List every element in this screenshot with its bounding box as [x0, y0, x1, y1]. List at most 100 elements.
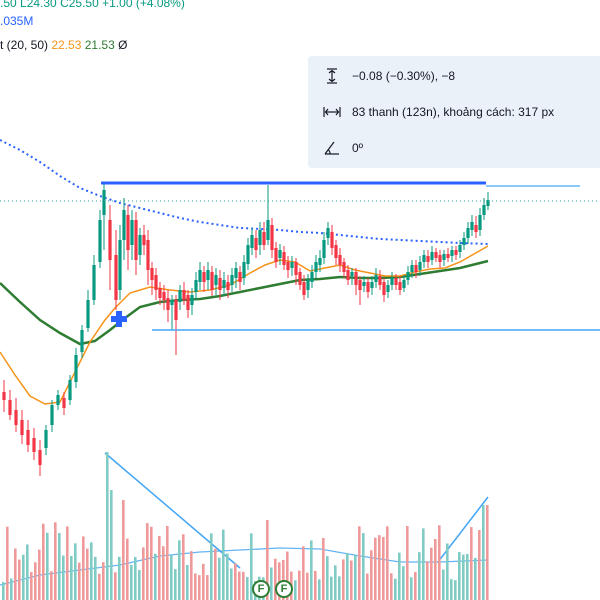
volume-bar: [374, 537, 377, 600]
ma-legend[interactable]: t (20, 50) 22.53 21.53 Ø: [0, 38, 127, 52]
volume-bar: [178, 540, 181, 600]
volume-bar: [318, 579, 321, 600]
volume-bar: [114, 572, 117, 600]
volume-bar: [342, 559, 345, 600]
earnings-badge[interactable]: F: [275, 580, 293, 598]
ma-hidden-icon[interactable]: Ø: [118, 38, 128, 52]
measure-price-row: −0.08 (−0.30%), −8: [322, 66, 455, 86]
volume-bar: [10, 578, 13, 600]
volume-bar: [206, 575, 209, 600]
candle-body: [406, 272, 410, 280]
measure-angle-text: 0º: [352, 141, 364, 155]
candle-body: [462, 238, 466, 245]
candle-body: [134, 220, 138, 260]
candle-body: [206, 270, 210, 280]
ma-fast-value: 22.53: [51, 38, 82, 52]
candle-body: [390, 278, 394, 285]
candle-body: [108, 220, 112, 260]
ohlc-change: +1.00 (+4.08%): [102, 0, 185, 10]
volume-bar: [174, 569, 177, 600]
candle-body: [282, 252, 286, 265]
volume-bar: [146, 523, 149, 600]
candle-body: [262, 232, 266, 245]
candle-body: [170, 300, 174, 305]
candle-body: [346, 270, 350, 280]
volume-bar: [450, 579, 453, 600]
candle-body: [446, 254, 450, 258]
volume-bar: [170, 554, 173, 600]
volume-bar: [266, 520, 269, 600]
volume-bar: [22, 554, 25, 600]
candle-body: [86, 300, 90, 328]
candle-body: [294, 262, 298, 275]
volume-bar: [70, 555, 73, 600]
candle-body: [126, 215, 130, 250]
measure-angle-row: 0º: [322, 138, 363, 158]
candle-body: [410, 265, 414, 272]
volume-bar: [166, 525, 169, 600]
volume-bar: [422, 528, 425, 600]
candle-body: [430, 252, 434, 260]
volume-bar: [218, 557, 221, 600]
candle-body: [80, 330, 84, 352]
volume-trend-line-left[interactable]: [104, 452, 241, 569]
candle-body: [306, 280, 310, 290]
candle-body: [234, 268, 238, 278]
volume-bar: [2, 582, 5, 600]
candle-body: [130, 220, 134, 245]
candle-body: [14, 410, 18, 425]
volume-bar: [26, 544, 29, 600]
volume-bar: [346, 552, 349, 600]
volume-bar: [46, 532, 49, 600]
ma-slow-value: 21.53: [84, 38, 115, 52]
candle-body: [258, 230, 262, 245]
candle-body: [38, 450, 42, 465]
candle-body: [186, 295, 190, 310]
candle-body: [454, 250, 458, 255]
candle-body: [478, 215, 482, 230]
candle-body: [278, 250, 282, 258]
volume-bar: [194, 573, 197, 600]
earnings-badge[interactable]: F: [252, 580, 270, 598]
candle-body: [366, 282, 370, 292]
candle-body: [334, 245, 338, 258]
volume-bar: [74, 543, 77, 600]
volume-bar: [394, 578, 397, 600]
volume-bar: [378, 535, 381, 600]
buy-signal-marker[interactable]: [111, 311, 127, 327]
candle-body: [422, 255, 426, 262]
volume-bar: [214, 548, 217, 600]
volume-bar: [86, 548, 89, 600]
candle-body: [138, 235, 142, 255]
candle-body: [314, 262, 318, 272]
candle-body: [194, 280, 198, 292]
volume-bar: [466, 553, 469, 600]
candle-body: [254, 238, 258, 250]
volume-bar: [54, 522, 57, 600]
candle-body: [230, 275, 234, 285]
candle-body: [426, 256, 430, 262]
candle-body: [150, 268, 154, 280]
candle-body: [98, 220, 102, 262]
candle-body: [378, 276, 382, 285]
volume-bar: [230, 568, 233, 600]
candle-body: [402, 280, 406, 288]
volume-bar: [474, 557, 477, 600]
volume-bar: [182, 534, 185, 600]
angle-icon: [322, 141, 342, 155]
volume-bar: [250, 533, 253, 600]
candle-body: [190, 295, 194, 305]
ohlc-close: C25.50: [60, 0, 99, 10]
candle-body: [238, 272, 242, 282]
volume-bar: [386, 526, 389, 600]
volume-bar: [334, 565, 337, 600]
candle-body: [374, 275, 378, 282]
volume-bar: [246, 577, 249, 600]
candle-body: [418, 262, 422, 270]
volume-bar: [38, 549, 41, 600]
candle-body: [166, 298, 170, 310]
candle-body: [20, 420, 24, 435]
volume-bar: [430, 547, 433, 600]
volume-bar: [462, 554, 465, 600]
